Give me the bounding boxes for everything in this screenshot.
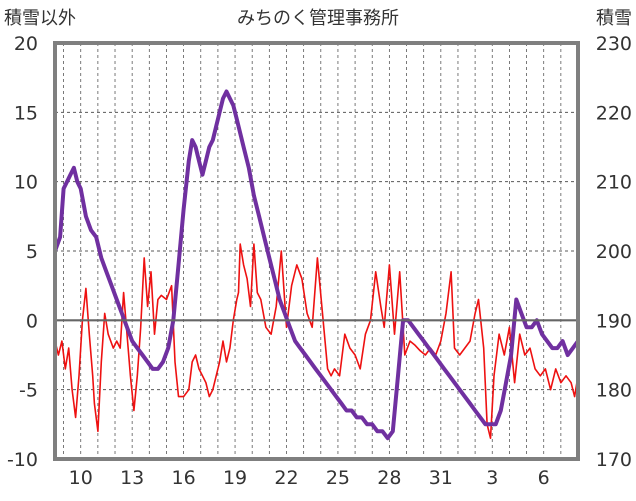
x-tick-labels: 10 13 16 19 22 25 28 31 3 6 xyxy=(69,467,550,489)
x-tick-label: 31 xyxy=(429,467,453,489)
right-tick-label: 200 xyxy=(596,241,632,263)
x-tick-label: 10 xyxy=(69,467,93,489)
right-axis-label: 積雪 xyxy=(596,8,632,29)
x-tick-label: 25 xyxy=(326,467,350,489)
series-layer xyxy=(53,89,580,441)
left-tick-label: 15 xyxy=(14,102,38,124)
left-tick-label: 10 xyxy=(14,172,38,194)
x-tick-label: 6 xyxy=(538,467,550,489)
right-tick-labels: 230 220 210 200 190 180 170 xyxy=(596,33,632,471)
x-tick-label: 19 xyxy=(223,467,247,489)
x-tick-label: 13 xyxy=(120,467,144,489)
left-tick-label: -10 xyxy=(7,449,38,471)
right-tick-label: 190 xyxy=(596,310,632,332)
right-tick-label: 210 xyxy=(596,172,632,194)
x-tick-label: 22 xyxy=(274,467,298,489)
right-tick-label: 180 xyxy=(596,380,632,402)
left-tick-label: 0 xyxy=(26,310,38,332)
plot-frame xyxy=(53,41,580,461)
left-tick-labels: 20 15 10 5 0 -5 -10 xyxy=(7,33,38,471)
chart-title: みちのく管理事務所 xyxy=(237,8,399,29)
right-tick-label: 170 xyxy=(596,449,632,471)
x-tick-label: 28 xyxy=(377,467,401,489)
left-tick-label: -5 xyxy=(19,380,38,402)
right-tick-label: 230 xyxy=(596,33,632,55)
left-axis-label: 積雪以外 xyxy=(4,8,76,29)
gridlines xyxy=(55,43,578,459)
left-tick-label: 20 xyxy=(14,33,38,55)
x-tick-label: 3 xyxy=(486,467,498,489)
right-tick-label: 220 xyxy=(596,102,632,124)
snow-depth-line xyxy=(53,89,580,441)
x-tick-label: 16 xyxy=(172,467,196,489)
left-tick-label: 5 xyxy=(26,241,38,263)
